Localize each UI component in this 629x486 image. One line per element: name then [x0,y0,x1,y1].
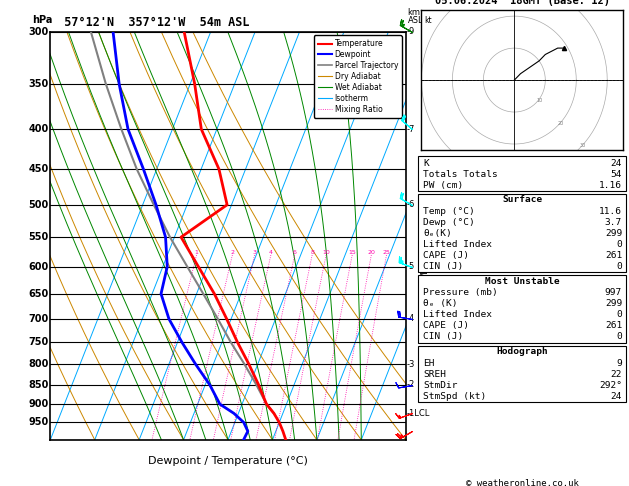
Text: 299: 299 [605,299,622,308]
Text: 30: 30 [579,143,586,148]
Text: 261: 261 [605,251,622,260]
Text: StmDir: StmDir [423,381,458,390]
Text: 0: 0 [616,332,622,341]
Text: CIN (J): CIN (J) [423,332,464,341]
Text: 8: 8 [310,250,314,255]
Text: 300: 300 [28,27,48,36]
Text: Surface: Surface [502,195,542,205]
Text: 0: 0 [616,240,622,249]
Text: -5: -5 [406,262,415,271]
Text: Lifted Index: Lifted Index [423,310,493,319]
Text: 850: 850 [28,380,48,390]
Text: © weatheronline.co.uk: © weatheronline.co.uk [465,479,579,486]
Text: 24: 24 [611,159,622,168]
Text: -6: -6 [406,200,415,209]
Text: 700: 700 [28,314,48,324]
Text: Lifted Index: Lifted Index [423,240,493,249]
Text: kt: kt [425,16,432,25]
Text: -9: -9 [406,27,415,36]
Text: 299: 299 [605,229,622,238]
Text: 4: 4 [269,250,273,255]
Text: 20: 20 [558,121,564,126]
Text: hPa: hPa [33,16,53,25]
Text: 650: 650 [28,289,48,299]
Text: Temp (°C): Temp (°C) [423,207,475,216]
Text: 54: 54 [611,170,622,179]
Text: SREH: SREH [423,370,447,379]
Text: Most Unstable: Most Unstable [485,277,559,286]
Text: 500: 500 [28,200,48,210]
Text: CAPE (J): CAPE (J) [423,251,469,260]
Text: 0: 0 [616,310,622,319]
Text: -3: -3 [406,360,415,369]
Text: CAPE (J): CAPE (J) [423,321,469,330]
Text: StmSpd (kt): StmSpd (kt) [423,392,487,400]
Text: CIN (J): CIN (J) [423,261,464,271]
Text: 400: 400 [28,124,48,134]
Text: 20: 20 [367,250,376,255]
Text: Dewp (°C): Dewp (°C) [423,218,475,227]
Text: 11.6: 11.6 [599,207,622,216]
Text: 2: 2 [230,250,235,255]
Text: 292°: 292° [599,381,622,390]
Text: 1: 1 [194,250,198,255]
Text: 3.7: 3.7 [605,218,622,227]
Text: 950: 950 [28,417,48,428]
Text: 550: 550 [28,232,48,242]
Text: 261: 261 [605,321,622,330]
Text: θₑ(K): θₑ(K) [423,229,452,238]
Text: 24: 24 [611,392,622,400]
Text: 1.16: 1.16 [599,181,622,190]
Text: 15: 15 [348,250,356,255]
Text: 9: 9 [616,359,622,368]
Text: -4: -4 [406,314,415,323]
Text: 22: 22 [611,370,622,379]
Text: 10: 10 [536,99,542,104]
Text: 0: 0 [616,261,622,271]
X-axis label: Dewpoint / Temperature (°C): Dewpoint / Temperature (°C) [148,456,308,467]
Text: 600: 600 [28,261,48,272]
Text: km
ASL: km ASL [408,8,423,25]
Text: 6: 6 [292,250,297,255]
Text: Pressure (mb): Pressure (mb) [423,288,498,297]
Text: 25: 25 [382,250,391,255]
Text: K: K [423,159,429,168]
Text: 900: 900 [28,399,48,409]
Text: Totals Totals: Totals Totals [423,170,498,179]
Text: Mixing Ratio (g/kg): Mixing Ratio (g/kg) [421,193,430,278]
Text: 350: 350 [28,79,48,89]
Text: 57°12'N  357°12'W  54m ASL: 57°12'N 357°12'W 54m ASL [50,16,250,29]
Text: 750: 750 [28,337,48,347]
Text: 10: 10 [322,250,330,255]
Text: -7: -7 [406,124,415,134]
Text: EH: EH [423,359,435,368]
Text: -1LCL: -1LCL [406,409,430,418]
Text: 800: 800 [28,359,48,369]
Text: 3: 3 [252,250,257,255]
Legend: Temperature, Dewpoint, Parcel Trajectory, Dry Adiabat, Wet Adiabat, Isotherm, Mi: Temperature, Dewpoint, Parcel Trajectory… [314,35,402,118]
Text: Hodograph: Hodograph [496,347,548,356]
Text: 450: 450 [28,164,48,174]
Text: θₑ (K): θₑ (K) [423,299,458,308]
Text: 997: 997 [605,288,622,297]
Text: 05.06.2024  18GMT (Base: 12): 05.06.2024 18GMT (Base: 12) [435,0,610,6]
Text: -2: -2 [406,380,415,389]
Text: PW (cm): PW (cm) [423,181,464,190]
